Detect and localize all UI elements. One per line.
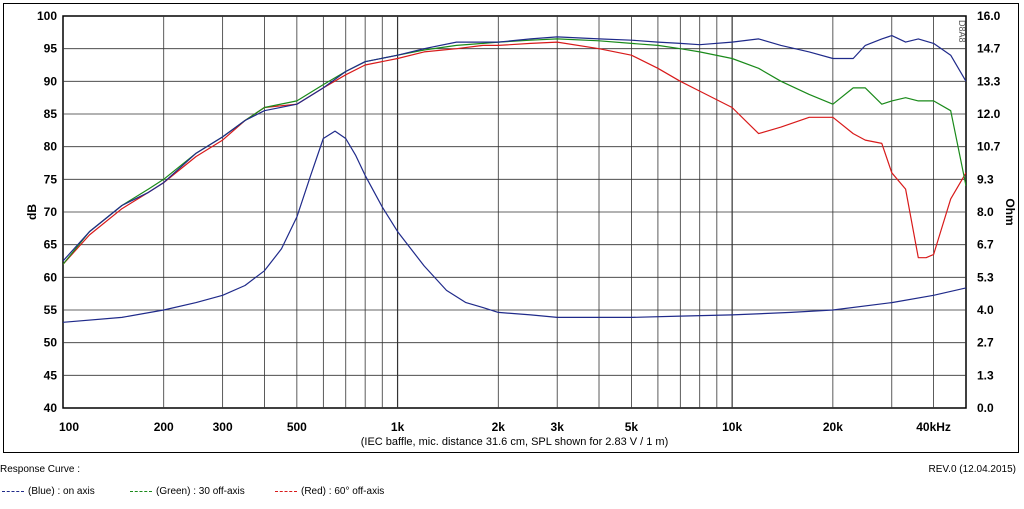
- x-tick-label: 3k: [551, 420, 565, 434]
- y-tick-label: 95: [44, 42, 58, 56]
- x-tick-label: 300: [213, 420, 233, 434]
- legend: (Blue) : on axis (Green) : 30 off-axis (…: [0, 486, 560, 500]
- y-tick-label: 50: [44, 336, 58, 350]
- legend-item-red: (Red) : 60° off-axis: [275, 486, 384, 497]
- y2-tick-label: 13.3: [977, 74, 1001, 88]
- chart-frame: [3, 3, 1019, 453]
- legend-item-blue: (Blue) : on axis: [2, 486, 95, 497]
- y2-tick-label: 8.0: [977, 205, 994, 219]
- y-tick-label: 80: [44, 140, 58, 154]
- y2-tick-label: 10.7: [977, 140, 1001, 154]
- y-tick-label: 75: [44, 172, 58, 186]
- y2-tick-label: 2.7: [977, 336, 994, 350]
- series-line-impedance: [63, 130, 966, 323]
- x-tick-label: 2k: [492, 420, 506, 434]
- legend-swatch-green: [130, 490, 152, 492]
- legend-label-red: (Red) : 60° off-axis: [301, 486, 385, 497]
- y-tick-label: 85: [44, 107, 58, 121]
- y2-tick-label: 16.0: [977, 9, 1001, 23]
- legend-label-green: (Green) : 30 off-axis: [156, 486, 245, 497]
- legend-swatch-blue: [2, 490, 24, 492]
- y-tick-label: 45: [44, 368, 58, 382]
- response-curve-label: Response Curve :: [0, 464, 81, 475]
- legend-label-blue: (Blue) : on axis: [28, 486, 95, 497]
- y-tick-label: 70: [44, 205, 58, 219]
- x-tick-label: 500: [287, 420, 307, 434]
- y2-tick-label: 0.0: [977, 401, 994, 415]
- x-tick-label: 100: [59, 420, 79, 434]
- watermark-text: D8A8: [957, 20, 967, 43]
- x-tick-label: 1k: [391, 420, 405, 434]
- legend-swatch-red: [275, 490, 297, 492]
- y-tick-label: 40: [44, 401, 58, 415]
- legend-item-green: (Green) : 30 off-axis: [130, 486, 245, 497]
- y2-axis-title: Ohm: [1003, 198, 1017, 225]
- y-tick-label: 90: [44, 74, 58, 88]
- series-line-60-off-axis: [63, 41, 966, 265]
- y-tick-label: 60: [44, 270, 58, 284]
- y-tick-label: 65: [44, 238, 58, 252]
- x-tick-label: 200: [154, 420, 174, 434]
- y2-tick-label: 12.0: [977, 107, 1001, 121]
- y-tick-label: 55: [44, 303, 58, 317]
- y2-tick-label: 14.7: [977, 42, 1001, 56]
- y2-tick-label: 1.3: [977, 368, 994, 382]
- y-tick-label: 100: [37, 9, 57, 23]
- y2-tick-label: 4.0: [977, 303, 994, 317]
- x-tick-label: 20k: [823, 420, 843, 434]
- y-axis-title: dB: [25, 204, 39, 220]
- x-tick-label: 5k: [625, 420, 639, 434]
- x-tick-label: 10k: [722, 420, 742, 434]
- y2-tick-label: 9.3: [977, 172, 994, 186]
- y2-tick-label: 5.3: [977, 270, 994, 284]
- x-axis-note: (IEC baffle, mic. distance 31.6 cm, SPL …: [361, 436, 669, 448]
- revision-label: REV.0 (12.04.2015): [928, 464, 1016, 475]
- y2-tick-label: 6.7: [977, 238, 994, 252]
- x-tick-label: 40kHz: [916, 420, 951, 434]
- series-line-on-axis: [63, 34, 966, 262]
